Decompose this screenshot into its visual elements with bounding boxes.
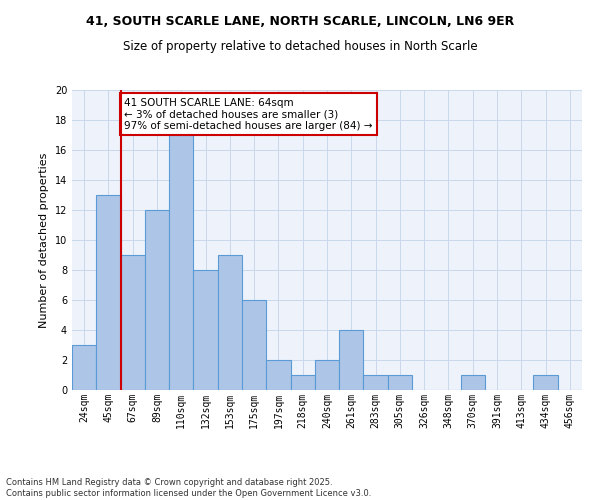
Bar (315, 360, 339, 390)
Text: 41 SOUTH SCARLE LANE: 64sqm
← 3% of detached houses are smaller (3)
97% of semi-: 41 SOUTH SCARLE LANE: 64sqm ← 3% of deta… (124, 98, 373, 130)
Bar (193, 270, 218, 390)
Text: 41, SOUTH SCARLE LANE, NORTH SCARLE, LINCOLN, LN6 9ER: 41, SOUTH SCARLE LANE, NORTH SCARLE, LIN… (86, 15, 514, 28)
Text: Size of property relative to detached houses in North Scarle: Size of property relative to detached ho… (122, 40, 478, 53)
Y-axis label: Number of detached properties: Number of detached properties (39, 152, 49, 328)
Bar (461, 375, 485, 390)
Bar (533, 375, 558, 390)
Bar (364, 375, 388, 390)
Bar (96, 195, 121, 390)
Bar (290, 375, 315, 390)
Bar (266, 360, 290, 390)
Bar (339, 330, 364, 390)
Bar (145, 210, 169, 390)
Text: Contains HM Land Registry data © Crown copyright and database right 2025.
Contai: Contains HM Land Registry data © Crown c… (6, 478, 371, 498)
Bar (72, 345, 96, 390)
Bar (388, 375, 412, 390)
Bar (169, 135, 193, 390)
Bar (242, 300, 266, 390)
Bar (218, 255, 242, 390)
Bar (121, 255, 145, 390)
